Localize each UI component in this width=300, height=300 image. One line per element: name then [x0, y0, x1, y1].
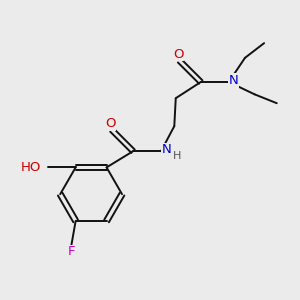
Text: F: F: [68, 245, 75, 258]
Text: HO: HO: [21, 161, 41, 174]
Text: O: O: [105, 117, 116, 130]
Text: N: N: [161, 143, 171, 156]
Text: N: N: [228, 74, 238, 87]
Text: O: O: [173, 48, 183, 61]
Text: H: H: [173, 152, 182, 161]
